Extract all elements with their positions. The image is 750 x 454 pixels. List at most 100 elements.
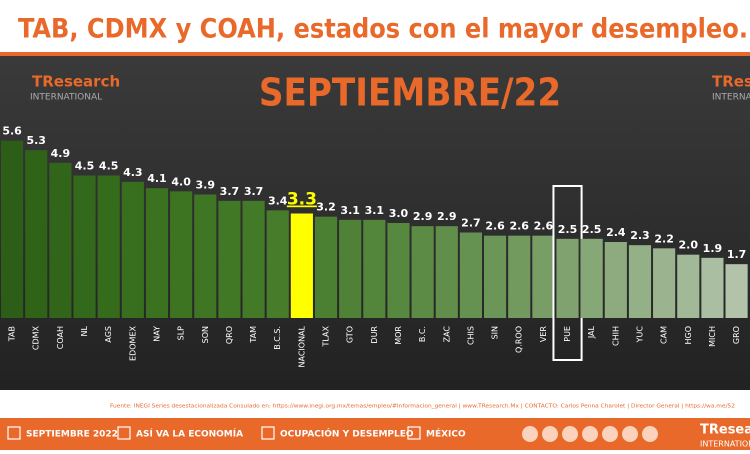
footer-icon xyxy=(407,426,421,440)
x-tick-label: CHIS xyxy=(466,326,475,345)
value-label: 3.1 xyxy=(365,204,385,217)
value-label: 2.2 xyxy=(654,232,674,245)
bar xyxy=(145,188,169,318)
bar xyxy=(677,254,700,318)
bar xyxy=(363,219,386,318)
x-tick-label: EDOMEX xyxy=(128,325,137,360)
x-tick-label: B.C.S. xyxy=(273,326,282,350)
bar xyxy=(170,191,193,318)
bar xyxy=(121,181,144,318)
x-tick-label: CDMX xyxy=(32,325,41,350)
x-tick-label: JAL xyxy=(587,325,596,339)
logo-tagline: INTERNATIONAL xyxy=(700,440,750,449)
bar xyxy=(290,213,313,318)
value-label: 4.0 xyxy=(171,175,191,188)
footer-item: MÉXICO xyxy=(426,428,466,440)
x-tick-label: MOR xyxy=(394,326,403,345)
x-tick-label: YUC xyxy=(635,326,644,344)
x-tick-label: CHIH xyxy=(611,326,620,346)
footer-icon xyxy=(261,426,275,440)
x-tick-label: SON xyxy=(201,326,210,343)
x-tick-label: QRO xyxy=(225,326,234,344)
x-tick-label: GRO xyxy=(732,326,741,344)
bar xyxy=(628,245,652,318)
value-label: 1.7 xyxy=(727,248,747,261)
logo-name: TResearch xyxy=(700,423,750,438)
value-label: 3.9 xyxy=(196,179,216,192)
x-tick-label: CAM xyxy=(660,326,669,344)
bar xyxy=(532,235,555,318)
x-tick-label: B.C. xyxy=(418,326,427,342)
x-tick-label: NL xyxy=(80,325,89,336)
source-bg xyxy=(0,390,750,418)
x-tick-label: NACIONAL xyxy=(297,325,306,367)
x-tick-label: DUR xyxy=(370,326,379,344)
value-label: 4.9 xyxy=(51,147,71,160)
value-label: 4.5 xyxy=(99,160,119,173)
value-label: 4.1 xyxy=(147,172,167,185)
x-tick-label: GTO xyxy=(346,326,355,343)
bar xyxy=(701,257,724,318)
value-label: 3.4 xyxy=(268,194,288,207)
footer-item: SEPTIEMBRE 2022 xyxy=(26,430,118,440)
bar xyxy=(339,219,362,318)
x-tick-label: VER xyxy=(539,326,548,343)
value-label: 2.6 xyxy=(485,220,505,233)
header-bg xyxy=(0,0,750,55)
bar xyxy=(97,175,120,318)
logo-name: TResearch xyxy=(32,73,120,91)
x-tick-label: HGO xyxy=(684,326,693,345)
x-tick-label: AGS xyxy=(104,326,113,343)
logo-tagline: INTERNATIONAL xyxy=(712,93,750,103)
value-label: 2.6 xyxy=(534,220,554,233)
footer-item: OCUPACIÓN Y DESEMPLEO xyxy=(280,428,414,440)
value-label: 4.5 xyxy=(75,160,95,173)
bar xyxy=(387,223,410,318)
bar xyxy=(314,216,338,318)
bar xyxy=(435,226,458,318)
footer-icon xyxy=(117,426,131,440)
bar xyxy=(49,162,72,318)
value-label: 2.7 xyxy=(461,217,481,230)
x-tick-label: TLAX xyxy=(322,325,331,347)
header-title: TAB, CDMX y COAH, estados con el mayor d… xyxy=(18,14,748,45)
x-tick-label: ZAC xyxy=(442,326,451,343)
logo-tagline: INTERNATIONAL xyxy=(30,93,102,103)
value-label: 2.0 xyxy=(679,239,699,252)
value-label: 3.0 xyxy=(389,207,409,220)
value-label: 1.9 xyxy=(703,242,723,255)
value-label: 2.5 xyxy=(558,223,578,236)
x-tick-label: SLP xyxy=(177,326,186,341)
x-tick-label: MICH xyxy=(708,326,717,347)
bar xyxy=(218,200,241,318)
value-label: 3.3 xyxy=(287,190,317,210)
bar xyxy=(25,150,48,318)
bar xyxy=(556,238,579,318)
x-tick-label: SIN xyxy=(491,326,500,339)
chart-title: SEPTIEMBRE/22 xyxy=(259,71,561,115)
value-label: 2.4 xyxy=(606,226,626,239)
value-label: 2.6 xyxy=(509,220,529,233)
bar xyxy=(266,210,289,318)
value-label: 5.6 xyxy=(2,125,22,138)
bar xyxy=(484,235,507,318)
bar xyxy=(242,200,265,318)
bar xyxy=(580,238,603,318)
value-label: 2.5 xyxy=(582,223,602,236)
bar xyxy=(725,264,748,318)
bar xyxy=(653,248,676,318)
logo-name: TResearch xyxy=(712,73,750,91)
bar xyxy=(1,140,24,318)
x-tick-label: TAB xyxy=(8,326,17,342)
value-label: 4.3 xyxy=(123,166,143,179)
bar xyxy=(73,175,96,318)
value-label: 5.3 xyxy=(26,134,46,147)
value-label: 3.7 xyxy=(244,185,264,198)
x-tick-label: NAY xyxy=(152,326,161,342)
value-label: 3.7 xyxy=(220,185,240,198)
value-label: 2.3 xyxy=(630,229,650,242)
footer-item: ASÍ VA LA ECONOMÍA xyxy=(136,428,243,440)
bar xyxy=(604,242,627,318)
